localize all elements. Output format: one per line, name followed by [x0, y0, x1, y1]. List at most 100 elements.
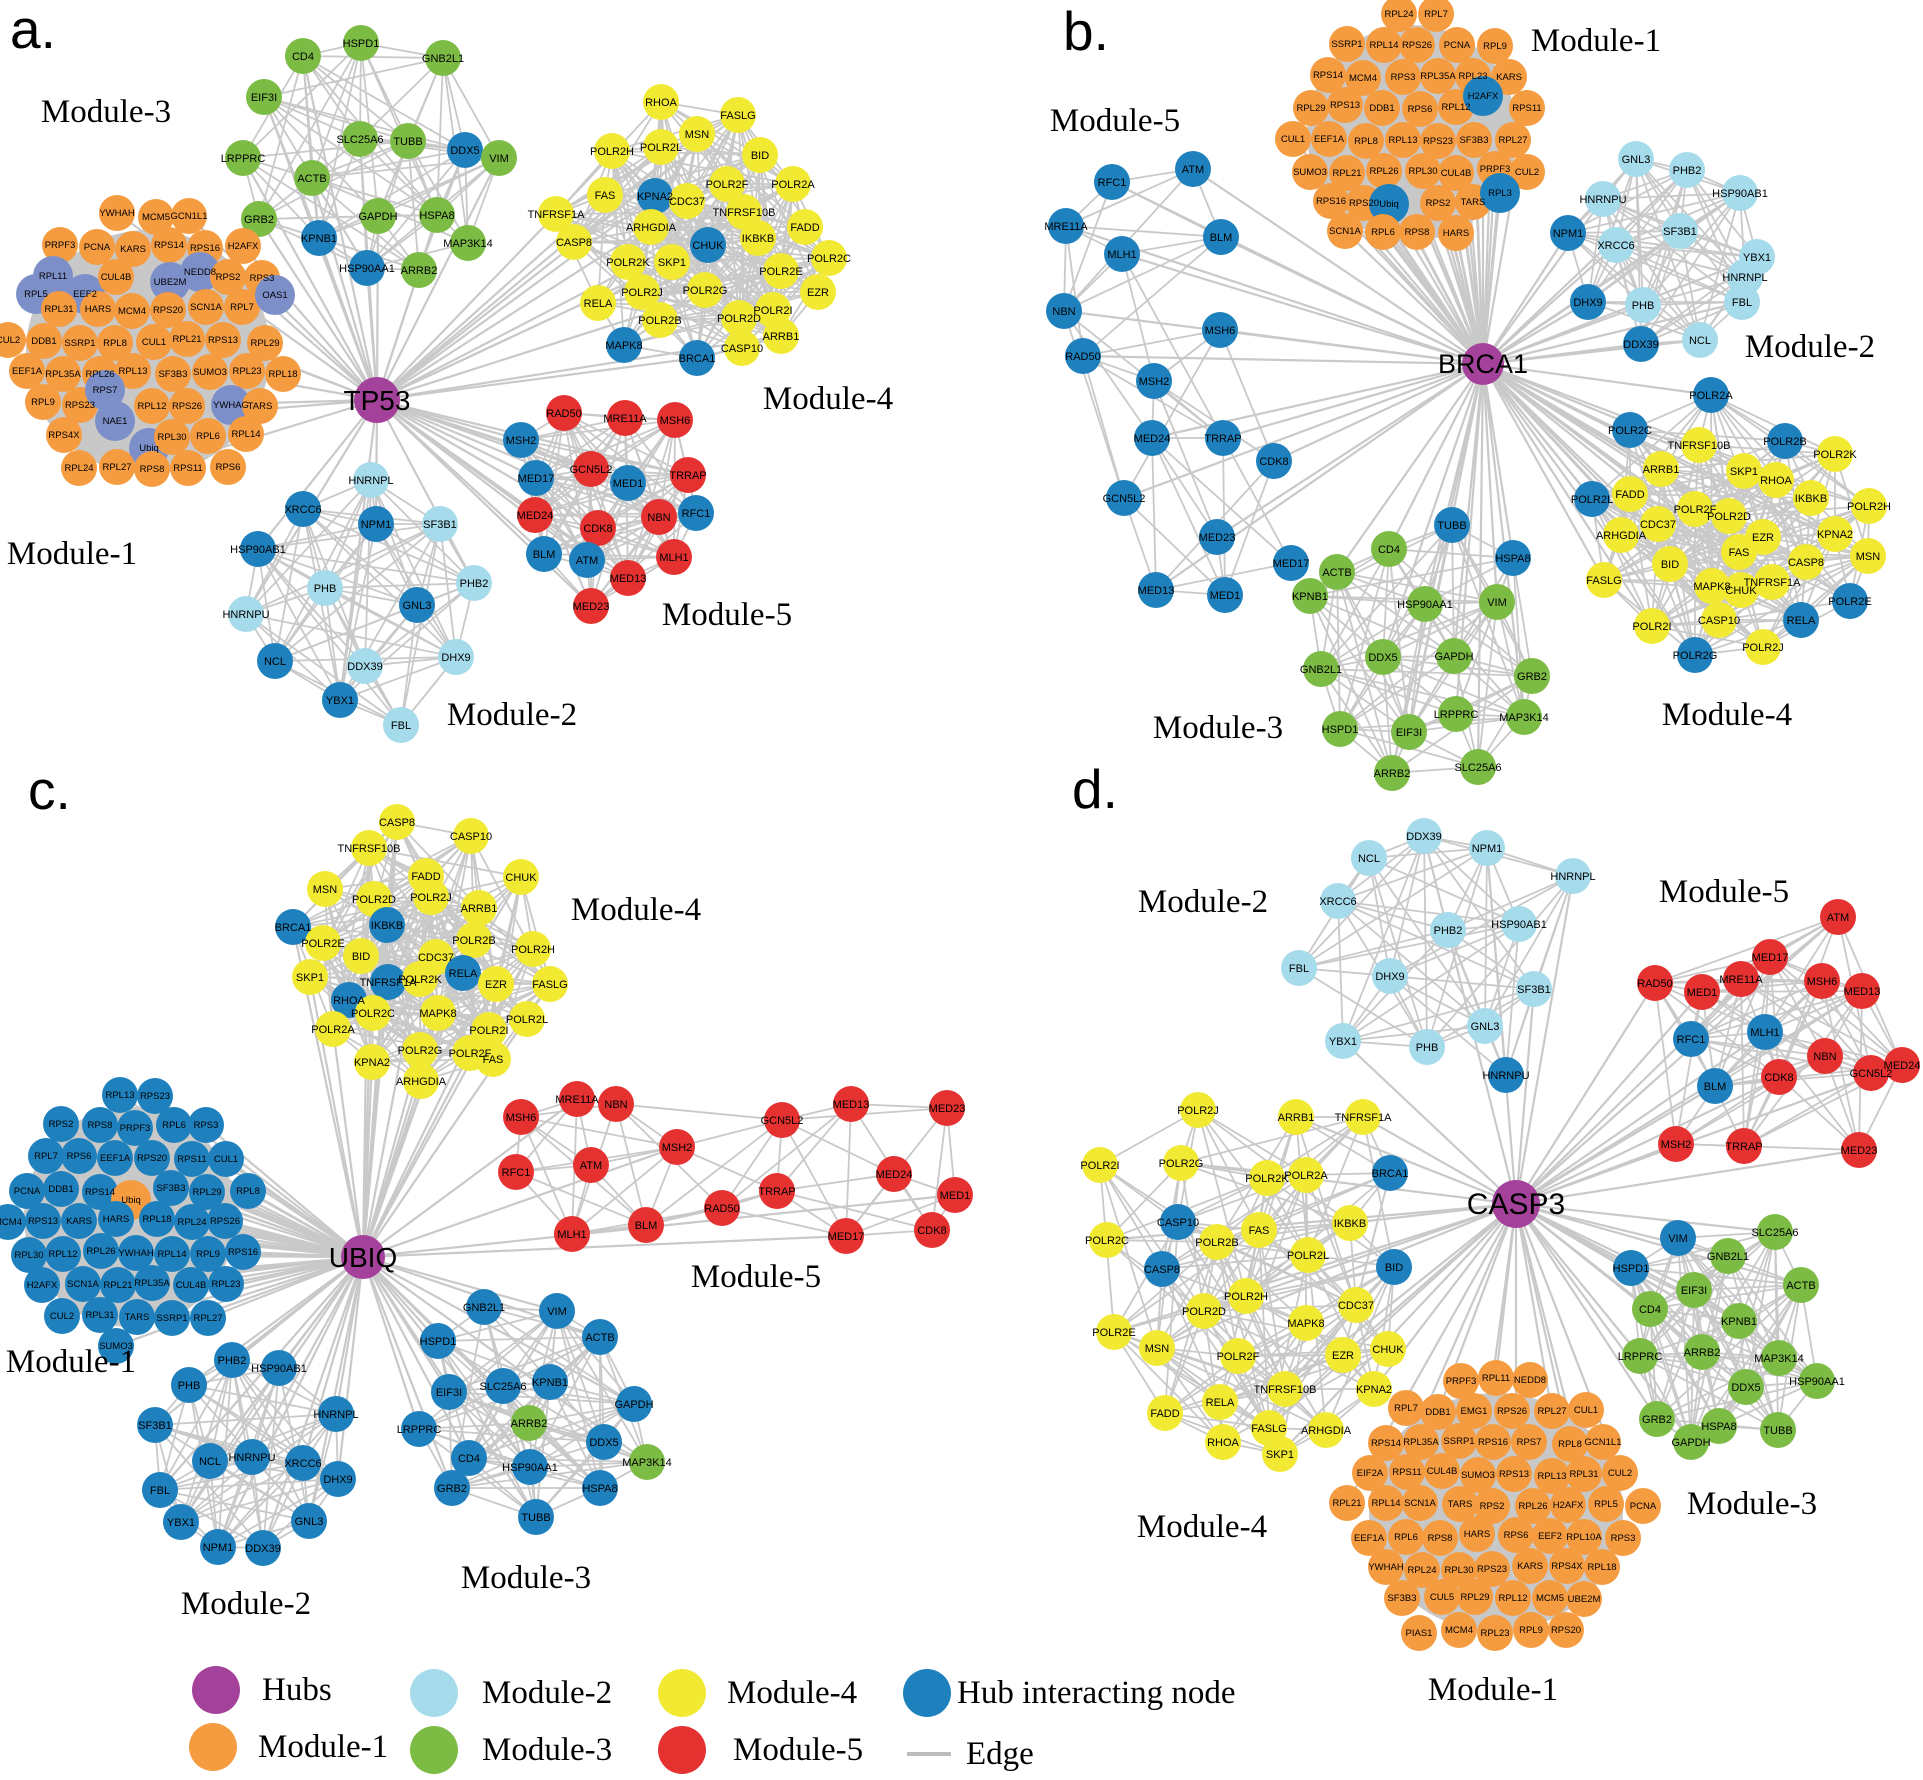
svg-text:HARS: HARS [1443, 228, 1469, 239]
svg-text:IKBKB: IKBKB [371, 920, 403, 932]
svg-text:TARS: TARS [1448, 1499, 1473, 1510]
svg-text:MED1: MED1 [1687, 987, 1718, 999]
svg-text:MED17: MED17 [1273, 558, 1310, 570]
svg-text:YWHAH: YWHAH [118, 1248, 154, 1259]
svg-text:CASP10: CASP10 [1698, 615, 1740, 627]
svg-text:RPL12: RPL12 [1498, 1593, 1527, 1604]
svg-text:PCNA: PCNA [84, 242, 111, 253]
svg-text:RPL23: RPL23 [232, 366, 261, 377]
svg-text:SUMO3: SUMO3 [1293, 167, 1327, 178]
svg-text:RAD50: RAD50 [704, 1203, 739, 1215]
svg-text:RELA: RELA [584, 298, 613, 310]
svg-text:RPL30: RPL30 [14, 1250, 43, 1261]
svg-text:RPL21: RPL21 [1332, 168, 1361, 179]
svg-text:CUL2: CUL2 [0, 335, 20, 346]
svg-text:SCN1A: SCN1A [1329, 226, 1361, 237]
svg-text:RPL30: RPL30 [157, 432, 186, 443]
svg-text:RPS3: RPS3 [194, 1120, 219, 1131]
svg-text:MED13: MED13 [610, 573, 647, 585]
svg-text:POLR2C: POLR2C [1608, 425, 1652, 437]
svg-text:RPL13: RPL13 [1388, 135, 1417, 146]
svg-text:RPL23: RPL23 [211, 1279, 240, 1290]
svg-text:MED1: MED1 [613, 478, 644, 490]
svg-text:EEF2: EEF2 [1538, 1531, 1562, 1542]
svg-text:RPL3: RPL3 [1488, 188, 1512, 199]
svg-text:KPNA2: KPNA2 [1817, 529, 1853, 541]
svg-text:POLR2H: POLR2H [511, 944, 555, 956]
svg-text:RPL29: RPL29 [250, 338, 279, 349]
svg-text:RPS26: RPS26 [210, 1216, 240, 1227]
svg-text:PIAS1: PIAS1 [1406, 1628, 1433, 1639]
svg-text:RPL26: RPL26 [85, 369, 114, 380]
svg-text:VIM: VIM [489, 153, 509, 165]
svg-text:Module-1: Module-1 [258, 1729, 388, 1765]
svg-text:KPNA2: KPNA2 [354, 1057, 390, 1069]
svg-text:FBL: FBL [150, 1485, 170, 1497]
svg-text:H2AFX: H2AFX [27, 1280, 58, 1291]
svg-text:DDX5: DDX5 [589, 1437, 618, 1449]
svg-text:RPL9: RPL9 [196, 1249, 220, 1260]
svg-text:IKBKB: IKBKB [1334, 1218, 1366, 1230]
svg-text:TP53: TP53 [344, 385, 411, 416]
svg-text:HSP90AA1: HSP90AA1 [502, 1462, 558, 1474]
svg-text:RPS20: RPS20 [153, 305, 183, 316]
svg-text:RPS6: RPS6 [67, 1151, 92, 1162]
svg-text:DDX5: DDX5 [450, 145, 479, 157]
svg-text:RPL26: RPL26 [86, 1246, 115, 1257]
svg-text:RPL21: RPL21 [172, 334, 201, 345]
svg-text:RPL24: RPL24 [64, 463, 93, 474]
svg-text:POLR2K: POLR2K [1813, 449, 1857, 461]
svg-text:RPS3: RPS3 [250, 273, 275, 284]
svg-text:ARRB1: ARRB1 [1278, 1112, 1315, 1124]
svg-text:KARS: KARS [1496, 72, 1522, 83]
svg-text:MAP3K14: MAP3K14 [622, 1457, 672, 1469]
svg-text:GCN5L2: GCN5L2 [761, 1115, 804, 1127]
svg-text:RPL30: RPL30 [1444, 1565, 1473, 1576]
svg-text:POLR2D: POLR2D [352, 894, 396, 906]
svg-text:SF3B3: SF3B3 [158, 369, 187, 380]
svg-text:RPL12: RPL12 [1441, 102, 1470, 113]
svg-text:RPL13: RPL13 [105, 1090, 134, 1101]
svg-text:Module-3: Module-3 [1153, 710, 1283, 746]
svg-text:HARS: HARS [85, 304, 111, 315]
svg-text:RPL27: RPL27 [102, 462, 131, 473]
svg-text:Module-5: Module-5 [733, 1732, 863, 1768]
svg-text:POLR2H: POLR2H [1224, 1291, 1268, 1303]
svg-text:GNL3: GNL3 [1622, 154, 1651, 166]
svg-text:PRPF3: PRPF3 [120, 1123, 151, 1134]
svg-text:HNRNPL: HNRNPL [348, 475, 393, 487]
svg-text:SKP1: SKP1 [1730, 466, 1758, 478]
svg-text:ATM: ATM [1182, 164, 1204, 176]
svg-text:CHUK: CHUK [1372, 1344, 1404, 1356]
svg-text:POLR2D: POLR2D [717, 313, 761, 325]
svg-text:POLR2J: POLR2J [410, 892, 452, 904]
svg-text:RELA: RELA [449, 968, 478, 980]
svg-text:SCN1A: SCN1A [67, 1279, 99, 1290]
svg-text:DDB1: DDB1 [1425, 1407, 1450, 1418]
svg-text:XRCC6: XRCC6 [1319, 896, 1356, 908]
svg-text:KPNB1: KPNB1 [532, 1377, 568, 1389]
svg-text:NCL: NCL [264, 656, 286, 668]
svg-text:Hub interacting node: Hub interacting node [957, 1675, 1236, 1711]
svg-text:GNL3: GNL3 [403, 600, 432, 612]
svg-text:RHOA: RHOA [645, 97, 677, 109]
svg-text:SF3B1: SF3B1 [1517, 984, 1551, 996]
svg-text:RPL9: RPL9 [1483, 41, 1507, 52]
svg-text:POLR2A: POLR2A [311, 1024, 355, 1036]
svg-text:RPS6: RPS6 [1504, 1530, 1529, 1541]
svg-text:NAE1: NAE1 [103, 416, 128, 427]
svg-text:GAPDH: GAPDH [614, 1399, 653, 1411]
svg-text:POLR2L: POLR2L [640, 142, 682, 154]
svg-text:RAD50: RAD50 [1065, 351, 1100, 363]
svg-text:RFC1: RFC1 [1677, 1034, 1706, 1046]
svg-text:NPM1: NPM1 [1553, 228, 1584, 240]
svg-text:RPL18: RPL18 [268, 369, 297, 380]
svg-text:POLR2K: POLR2K [1245, 1173, 1289, 1185]
svg-text:HNRNPU: HNRNPU [1579, 194, 1626, 206]
svg-text:RPS26: RPS26 [1497, 1406, 1527, 1417]
svg-text:RPS8: RPS8 [140, 464, 165, 475]
svg-text:SF3B3: SF3B3 [156, 1183, 185, 1194]
svg-text:MED24: MED24 [876, 1169, 913, 1181]
svg-text:RPL11: RPL11 [39, 271, 67, 282]
svg-text:RPL7: RPL7 [1394, 1403, 1418, 1414]
